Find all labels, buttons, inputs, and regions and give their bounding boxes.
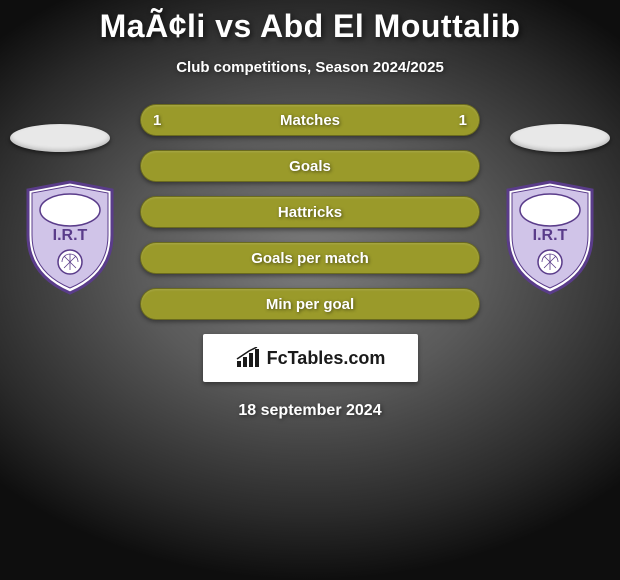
subtitle: Club competitions, Season 2024/2025 [0, 59, 620, 76]
bar-label: Hattricks [278, 204, 342, 221]
watermark-box: FcTables.com [203, 334, 418, 382]
player-avatar-left-placeholder [10, 124, 110, 152]
watermark-text: FcTables.com [267, 348, 386, 369]
stat-bars: 1 Matches 1 Goals Hattricks Goals per ma… [140, 104, 480, 320]
bar-label: Min per goal [266, 296, 354, 313]
shield-icon: I.R.T [20, 180, 120, 295]
bar-value-left: 1 [153, 112, 161, 129]
page-title: MaÃ¢li vs Abd El Mouttalib [0, 8, 620, 45]
club-badge-left: I.R.T [20, 180, 120, 295]
bar-hattricks: Hattricks [140, 196, 480, 228]
bar-matches: 1 Matches 1 [140, 104, 480, 136]
bar-label: Goals [289, 158, 331, 175]
club-badge-right: I.R.T [500, 180, 600, 295]
bar-label: Matches [280, 112, 340, 129]
shield-icon: I.R.T [500, 180, 600, 295]
badge-text-right: I.R.T [533, 227, 568, 244]
player-avatar-right-placeholder [510, 124, 610, 152]
badge-text-left: I.R.T [53, 227, 88, 244]
date: 18 september 2024 [0, 402, 620, 420]
bar-goals: Goals [140, 150, 480, 182]
chart-bars-icon [235, 347, 263, 369]
bar-min-per-goal: Min per goal [140, 288, 480, 320]
bar-value-right: 1 [459, 112, 467, 129]
bar-label: Goals per match [251, 250, 369, 267]
content-wrapper: MaÃ¢li vs Abd El Mouttalib Club competit… [0, 0, 620, 580]
bar-goals-per-match: Goals per match [140, 242, 480, 274]
